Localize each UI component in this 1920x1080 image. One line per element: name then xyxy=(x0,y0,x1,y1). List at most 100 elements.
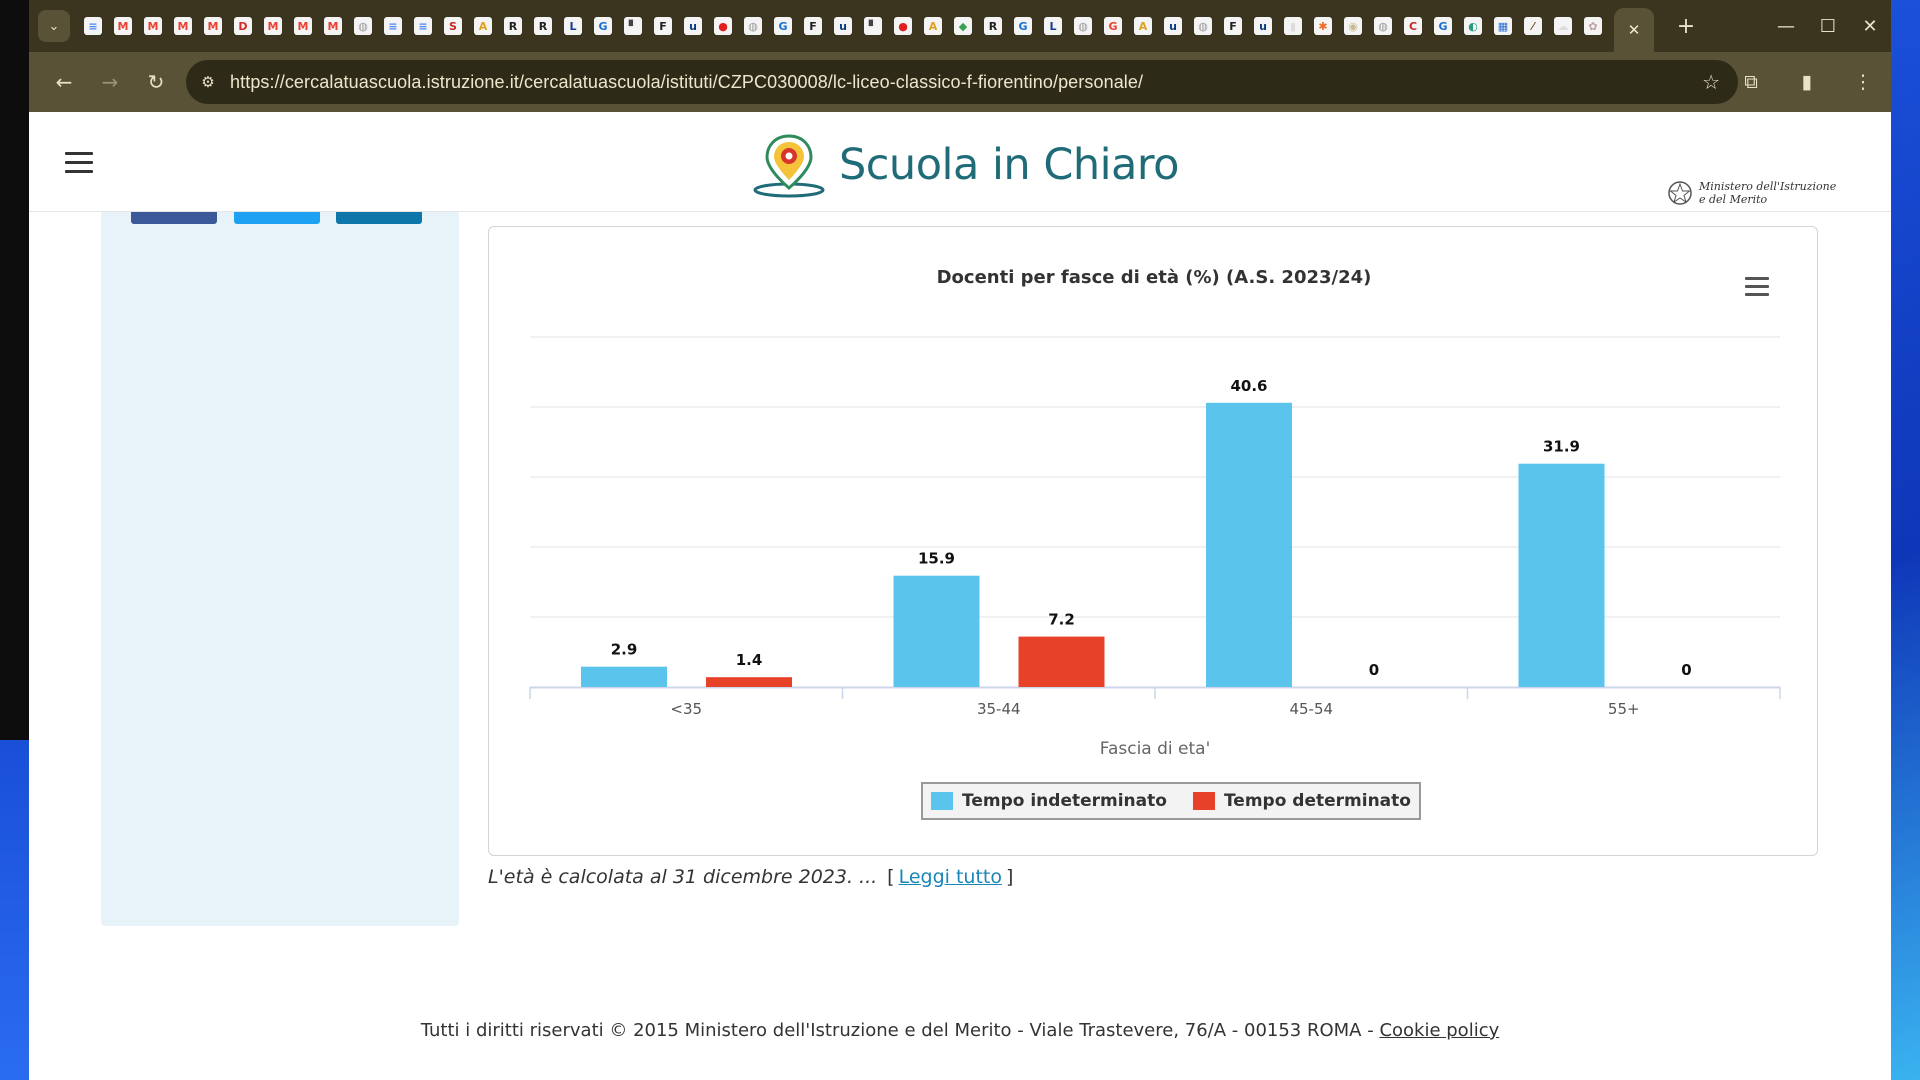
read-more-link[interactable]: Leggi tutto xyxy=(898,866,1002,888)
gmail-icon: M xyxy=(294,17,312,35)
tab-gmail[interactable]: M xyxy=(318,0,348,52)
url-text[interactable]: https://cercalatuascuola.istruzione.it/c… xyxy=(230,71,1144,92)
map-pin-logo-icon xyxy=(753,134,825,198)
x-tick-label: 55+ xyxy=(1608,700,1640,718)
tab-uk[interactable]: u xyxy=(828,0,858,52)
linkedin-share-button[interactable] xyxy=(336,212,422,224)
bar-chart: <35 2.9 1.4 35-44 15.9 7.2 45-54 40.6 0 55+ 31.9 0 F… xyxy=(529,336,1781,759)
tab-gmail[interactable]: M xyxy=(108,0,138,52)
tab-uk[interactable]: u xyxy=(1158,0,1188,52)
tab-gmail[interactable]: M xyxy=(198,0,228,52)
tab-globe[interactable]: ◍ xyxy=(348,0,378,52)
tab-globe[interactable]: ◍ xyxy=(1068,0,1098,52)
tab-uk[interactable]: u xyxy=(1248,0,1278,52)
tab-g[interactable]: G xyxy=(1008,0,1038,52)
tab-image[interactable]: A xyxy=(1128,0,1158,52)
tab-cloud[interactable]: ☁ xyxy=(1548,0,1578,52)
bookmark-star-icon[interactable]: ☆ xyxy=(1702,70,1720,94)
forward-icon[interactable]: → xyxy=(101,70,119,94)
facebook-share-button[interactable] xyxy=(131,212,217,224)
tab-news[interactable]: S xyxy=(438,0,468,52)
hamburger-menu-icon[interactable] xyxy=(65,152,93,179)
tab-gmail[interactable]: M xyxy=(288,0,318,52)
tab-image[interactable]: A xyxy=(468,0,498,52)
c-icon: C xyxy=(1404,17,1422,35)
tab-dazn[interactable]: D xyxy=(228,0,258,52)
r-icon: R xyxy=(504,17,522,35)
tab-c[interactable]: C xyxy=(1398,0,1428,52)
gmail-icon: M xyxy=(144,17,162,35)
tab-f[interactable]: F xyxy=(798,0,828,52)
tab-chart[interactable]: ▦ xyxy=(1488,0,1518,52)
data-label: 2.9 xyxy=(611,641,638,659)
tab-f[interactable]: F xyxy=(648,0,678,52)
cookie-policy-link[interactable]: Cookie policy xyxy=(1379,1020,1500,1041)
tab-search-button[interactable]: ⌄ xyxy=(38,10,70,42)
more-menu-icon[interactable]: ⋮ xyxy=(1853,71,1873,93)
tab-docs[interactable]: ≡ xyxy=(78,0,108,52)
tab-docs[interactable]: ≡ xyxy=(408,0,438,52)
tab-seal[interactable]: ✿ xyxy=(1578,0,1608,52)
uk-icon: u xyxy=(1164,17,1182,35)
image-icon: A xyxy=(474,17,492,35)
back-icon[interactable]: ← xyxy=(55,70,73,94)
site-logo[interactable]: Scuola in Chiaro xyxy=(753,130,1179,200)
tab-r[interactable]: R xyxy=(498,0,528,52)
twitter-share-button[interactable] xyxy=(234,212,320,224)
g-icon: G xyxy=(594,17,612,35)
reload-icon[interactable]: ↻ xyxy=(147,70,165,94)
tab-paw[interactable]: ● xyxy=(708,0,738,52)
globe-icon: ◍ xyxy=(1374,17,1392,35)
site-info-icon[interactable]: ⚙ xyxy=(201,73,215,91)
side-panel-icon[interactable]: ▮ xyxy=(1801,71,1813,93)
legend-item-determinato[interactable]: Tempo determinato xyxy=(1192,791,1411,811)
extensions-icon[interactable]: ⧉ xyxy=(1744,71,1758,93)
active-tab[interactable]: ✕ xyxy=(1614,8,1654,52)
tab-chrome[interactable]: ◉ xyxy=(1338,0,1368,52)
ministry-logo[interactable]: Ministero dell'Istruzione e del Merito xyxy=(1667,178,1839,208)
uk-icon: u xyxy=(684,17,702,35)
tab-doc[interactable]: ▘ xyxy=(618,0,648,52)
tab-gmail[interactable]: M xyxy=(138,0,168,52)
tab-joomla[interactable]: ✱ xyxy=(1308,0,1338,52)
file-icon: ▮ xyxy=(1284,17,1302,35)
chart-card: <35 2.9 1.4 35-44 15.9 7.2 45-54 40.6 0 55+ 31.9 0 F… xyxy=(488,226,1818,856)
tab-globe[interactable]: ◍ xyxy=(738,0,768,52)
close-window-icon[interactable]: ✕ xyxy=(1862,15,1878,37)
cloud-icon: ☁ xyxy=(1554,17,1572,35)
tab-map[interactable]: ◐ xyxy=(1458,0,1488,52)
tab-gmail[interactable]: M xyxy=(168,0,198,52)
tab-paw[interactable]: ● xyxy=(888,0,918,52)
tab-l[interactable]: L xyxy=(1038,0,1068,52)
tab-file[interactable]: ▮ xyxy=(1278,0,1308,52)
tab-g[interactable]: G xyxy=(588,0,618,52)
maximize-icon[interactable]: ☐ xyxy=(1819,15,1837,37)
tab-l[interactable]: L xyxy=(558,0,588,52)
address-bar[interactable]: ⚙ https://cercalatuascuola.istruzione.it… xyxy=(186,60,1738,104)
tab-docs[interactable]: ≡ xyxy=(378,0,408,52)
tab-globe[interactable]: ◍ xyxy=(1188,0,1218,52)
tab-g[interactable]: G xyxy=(768,0,798,52)
close-tab-icon[interactable]: ✕ xyxy=(1627,21,1641,39)
legend-swatch xyxy=(1192,792,1215,810)
tab-gmail[interactable]: M xyxy=(258,0,288,52)
legend-item-indeterminato[interactable]: Tempo indeterminato xyxy=(931,791,1167,811)
footer-text: Tutti i diritti riservati © 2015 Ministe… xyxy=(420,1020,1380,1041)
new-tab-button[interactable]: + xyxy=(1676,13,1696,39)
tab-pin[interactable]: ◆ xyxy=(948,0,978,52)
tab-f[interactable]: F xyxy=(1218,0,1248,52)
tab-slash[interactable]: ⁄ xyxy=(1518,0,1548,52)
paw-icon: ● xyxy=(714,17,732,35)
tab-globe[interactable]: ◍ xyxy=(1368,0,1398,52)
tab-r[interactable]: R xyxy=(528,0,558,52)
tab-doc[interactable]: ▘ xyxy=(858,0,888,52)
minimize-icon[interactable]: — xyxy=(1777,15,1795,37)
tab-r[interactable]: R xyxy=(978,0,1008,52)
chevron-down-icon: ⌄ xyxy=(48,18,60,34)
x-tick-label: 45-54 xyxy=(1289,700,1333,718)
tab-google[interactable]: G xyxy=(1098,0,1128,52)
tab-image[interactable]: A xyxy=(918,0,948,52)
chart-export-menu-icon[interactable] xyxy=(1745,277,1769,301)
tab-g[interactable]: G xyxy=(1428,0,1458,52)
tab-uk[interactable]: u xyxy=(678,0,708,52)
